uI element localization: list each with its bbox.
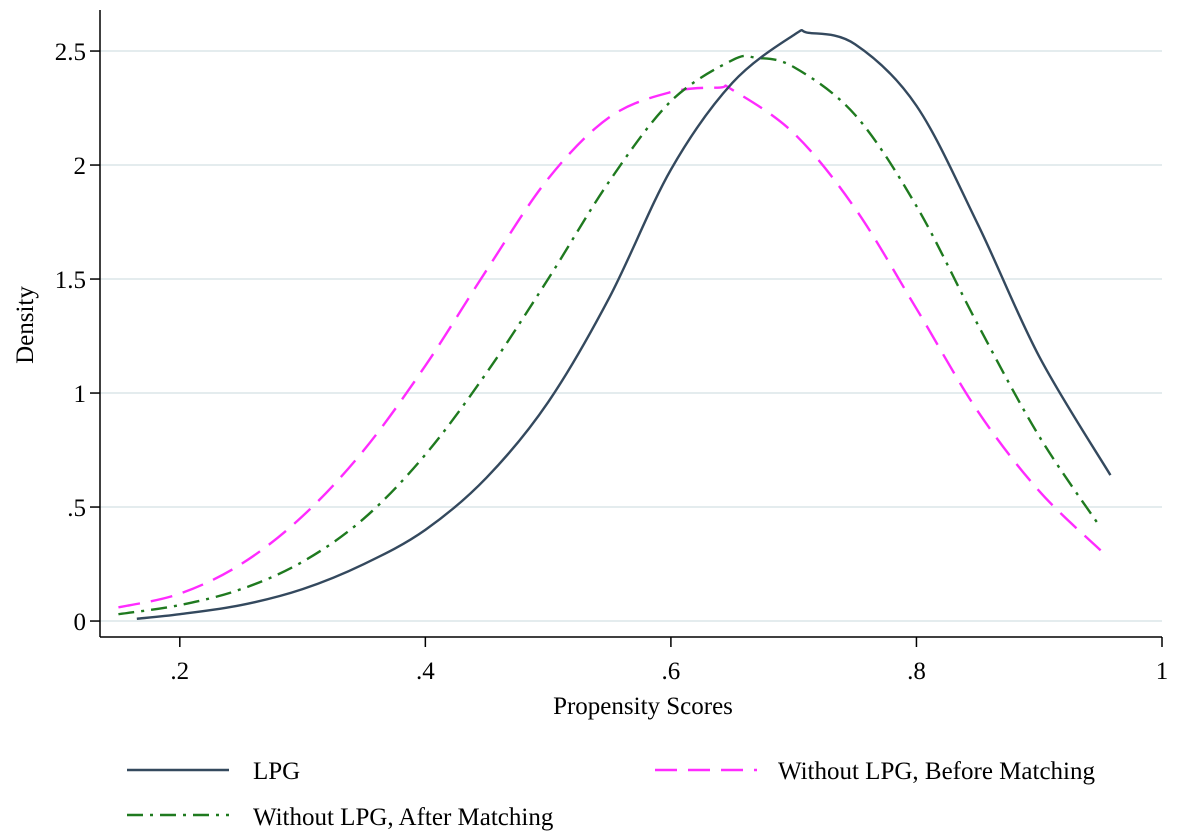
legend-label-lpg: LPG: [253, 758, 300, 785]
legend: LPG Without LPG, Before Matching Without L…: [127, 758, 1095, 831]
x-tick-label: 1: [1156, 658, 1169, 685]
x-tick-label: .4: [416, 658, 435, 685]
x-axis-title: Propensity Scores: [553, 693, 733, 720]
x-tick-label: .8: [907, 658, 926, 685]
y-tick-label: 2.5: [55, 39, 86, 66]
y-tick-label: .5: [67, 495, 86, 522]
series-line-without-lpg-after-matching: [118, 54, 1102, 616]
legend-label-without-lpg-before-matching: Without LPG, Before Matching: [778, 758, 1095, 785]
y-tick-label: 2: [74, 153, 87, 180]
y-tick-label: 1: [74, 381, 87, 408]
y-tick-label: 1.5: [55, 267, 86, 294]
x-tick-label: .6: [662, 658, 681, 685]
y-axis: 0 .5 1 1.5 2 2.5: [55, 10, 101, 637]
series-line-lpg: [136, 29, 1112, 620]
series-line-without-lpg-before-matching: [118, 84, 1102, 609]
gridlines: [100, 50, 1162, 623]
plot-lines: [118, 29, 1112, 620]
y-tick-label: 0: [74, 609, 87, 636]
x-tick-label: .2: [170, 658, 189, 685]
legend-label-without-lpg-after-matching: Without LPG, After Matching: [253, 804, 554, 831]
y-axis-title: Density: [12, 286, 39, 364]
x-axis: .2 .4 .6 .8 1: [100, 636, 1169, 685]
